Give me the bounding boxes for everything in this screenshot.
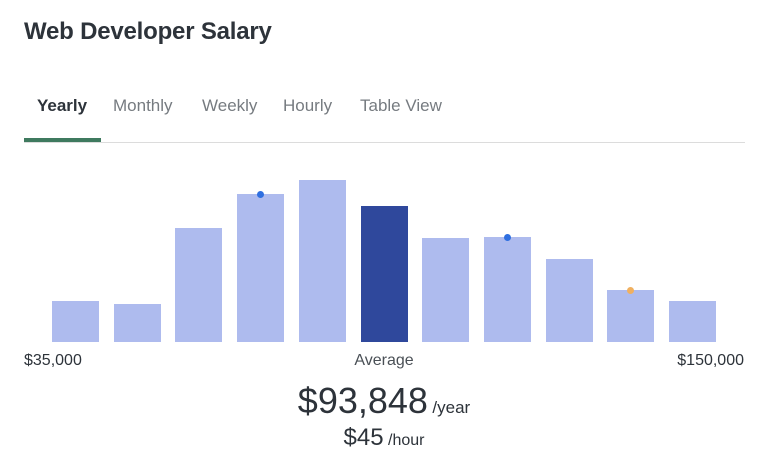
- salary-histogram: [52, 180, 716, 342]
- salary-bar[interactable]: [422, 238, 470, 342]
- axis-average-label: Average: [354, 352, 414, 369]
- average-salary-bar[interactable]: [360, 206, 408, 342]
- salary-bar[interactable]: [669, 301, 716, 342]
- pay-period-tabs: Yearly Monthly Weekly Hourly Table View: [24, 96, 745, 143]
- axis-max-label: $150,000: [677, 352, 744, 369]
- active-tab-indicator: [24, 138, 101, 142]
- yearly-unit: /year: [432, 398, 471, 417]
- salary-bar[interactable]: [175, 228, 223, 342]
- salary-bar[interactable]: [483, 237, 531, 342]
- hourly-amount: $45: [343, 424, 384, 451]
- average-yearly-salary: $93,848 /year: [0, 380, 768, 422]
- salary-bar[interactable]: [52, 301, 99, 342]
- tab-yearly[interactable]: Yearly: [37, 96, 88, 115]
- tab-weekly[interactable]: Weekly: [202, 96, 258, 115]
- salary-bar[interactable]: [298, 180, 346, 342]
- salary-marker-dot: [257, 191, 265, 198]
- salary-bar[interactable]: [237, 194, 285, 342]
- salary-bar[interactable]: [607, 290, 655, 342]
- salary-bar[interactable]: [113, 304, 161, 342]
- yearly-amount: $93,848: [297, 380, 428, 421]
- tab-hourly[interactable]: Hourly: [283, 96, 333, 115]
- page-title: Web Developer Salary: [24, 18, 272, 45]
- tab-table-view[interactable]: Table View: [360, 96, 442, 115]
- salary-marker-dot: [627, 287, 635, 294]
- hourly-unit: /hour: [388, 432, 425, 449]
- salary-marker-dot: [503, 234, 511, 241]
- average-hourly-salary: $45 /hour: [0, 424, 768, 452]
- axis-min-label: $35,000: [24, 352, 82, 369]
- salary-bar[interactable]: [545, 259, 593, 342]
- tab-monthly[interactable]: Monthly: [113, 96, 173, 115]
